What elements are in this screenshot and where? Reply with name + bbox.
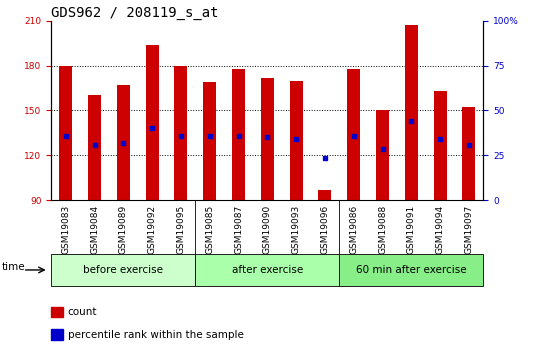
Bar bbox=[319, 190, 332, 200]
Text: GSM19083: GSM19083 bbox=[61, 204, 70, 254]
Text: GSM19089: GSM19089 bbox=[119, 204, 128, 254]
Bar bbox=[203, 82, 216, 200]
Text: GSM19090: GSM19090 bbox=[263, 204, 272, 254]
Text: GSM19094: GSM19094 bbox=[436, 204, 444, 254]
Text: GDS962 / 208119_s_at: GDS962 / 208119_s_at bbox=[51, 6, 219, 20]
Bar bbox=[117, 85, 130, 200]
Bar bbox=[376, 110, 389, 200]
Text: GSM19096: GSM19096 bbox=[320, 204, 329, 254]
Bar bbox=[88, 96, 101, 200]
Text: 60 min after exercise: 60 min after exercise bbox=[356, 265, 467, 275]
Text: GSM19092: GSM19092 bbox=[147, 204, 157, 254]
Bar bbox=[59, 66, 72, 200]
Text: GSM19097: GSM19097 bbox=[464, 204, 474, 254]
Bar bbox=[405, 25, 418, 200]
Bar bbox=[462, 107, 475, 200]
Text: percentile rank within the sample: percentile rank within the sample bbox=[68, 330, 244, 339]
Bar bbox=[232, 69, 245, 200]
Bar bbox=[289, 80, 302, 200]
Text: GSM19091: GSM19091 bbox=[407, 204, 416, 254]
Text: GSM19084: GSM19084 bbox=[90, 204, 99, 254]
Bar bbox=[174, 66, 187, 200]
Text: GSM19093: GSM19093 bbox=[292, 204, 301, 254]
Text: GSM19086: GSM19086 bbox=[349, 204, 358, 254]
Text: count: count bbox=[68, 307, 97, 317]
Text: GSM19085: GSM19085 bbox=[205, 204, 214, 254]
Text: before exercise: before exercise bbox=[83, 265, 163, 275]
FancyBboxPatch shape bbox=[195, 254, 339, 286]
Bar bbox=[347, 69, 360, 200]
Text: GSM19087: GSM19087 bbox=[234, 204, 243, 254]
Text: after exercise: after exercise bbox=[232, 265, 303, 275]
Bar bbox=[434, 91, 447, 200]
Bar bbox=[146, 45, 159, 200]
FancyBboxPatch shape bbox=[339, 254, 483, 286]
FancyBboxPatch shape bbox=[51, 254, 195, 286]
Bar bbox=[261, 78, 274, 200]
Text: GSM19088: GSM19088 bbox=[378, 204, 387, 254]
Text: time: time bbox=[2, 262, 25, 272]
Text: GSM19095: GSM19095 bbox=[177, 204, 185, 254]
